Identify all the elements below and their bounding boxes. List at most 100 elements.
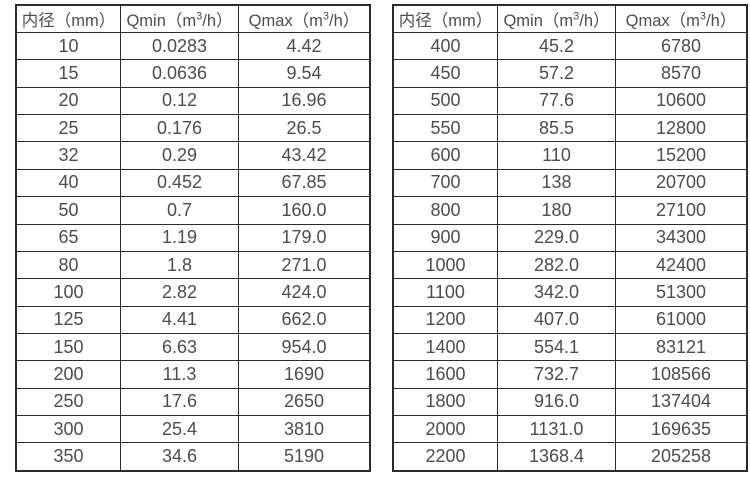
qmax-cell: 9.54 bbox=[238, 59, 371, 88]
qmax-cell: 61000 bbox=[615, 305, 748, 334]
table-row: 600 110 15200 bbox=[392, 141, 748, 170]
table-row: 1100 342.0 51300 bbox=[392, 278, 748, 307]
table-row: 1400 554.1 83121 bbox=[392, 332, 748, 362]
qmax-cell: 954.0 bbox=[238, 332, 371, 362]
table-row: 900 229.0 34300 bbox=[392, 223, 748, 252]
qmin-cell: 407.0 bbox=[497, 305, 616, 334]
qmin-cell: 1.8 bbox=[120, 250, 239, 280]
qmax-cell: 4.42 bbox=[238, 31, 371, 61]
qmax-cell: 179.0 bbox=[238, 223, 371, 252]
table-row: 250 17.6 2650 bbox=[15, 387, 371, 417]
table-row: 15 0.0636 9.54 bbox=[15, 59, 371, 88]
column-header: 内径（mm） bbox=[15, 4, 121, 33]
table-row: 2200 1368.4 205258 bbox=[392, 442, 748, 472]
table-row: 1000 282.0 42400 bbox=[392, 250, 748, 280]
diameter-cell: 1100 bbox=[392, 278, 498, 307]
column-header: Qmin（m3/h） bbox=[120, 4, 239, 33]
qmax-cell: 424.0 bbox=[238, 278, 371, 307]
qmin-cell: 0.0283 bbox=[120, 31, 239, 61]
table-row: 1600 732.7 108566 bbox=[392, 360, 748, 389]
diameter-cell: 20 bbox=[15, 86, 121, 116]
table-row: 125 4.41 662.0 bbox=[15, 305, 371, 334]
table-row: 25 0.176 26.5 bbox=[15, 114, 371, 143]
table-row: 40 0.452 67.85 bbox=[15, 168, 371, 198]
diameter-cell: 450 bbox=[392, 59, 498, 88]
diameter-cell: 25 bbox=[15, 114, 121, 143]
diameter-cell: 350 bbox=[15, 442, 121, 472]
qmin-cell: 554.1 bbox=[497, 332, 616, 362]
table-row: 100 2.82 424.0 bbox=[15, 278, 371, 307]
diameter-cell: 125 bbox=[15, 305, 121, 334]
qmin-cell: 34.6 bbox=[120, 442, 239, 472]
qmin-cell: 282.0 bbox=[497, 250, 616, 280]
qmin-cell: 2.82 bbox=[120, 278, 239, 307]
qmin-cell: 0.7 bbox=[120, 196, 239, 225]
qmin-cell: 4.41 bbox=[120, 305, 239, 334]
qmax-cell: 137404 bbox=[615, 387, 748, 417]
diameter-cell: 1800 bbox=[392, 387, 498, 417]
qmin-cell: 342.0 bbox=[497, 278, 616, 307]
qmax-cell: 1690 bbox=[238, 360, 371, 389]
qmin-cell: 110 bbox=[497, 141, 616, 170]
qmin-cell: 0.452 bbox=[120, 168, 239, 198]
diameter-cell: 2200 bbox=[392, 442, 498, 472]
table-row: 150 6.63 954.0 bbox=[15, 332, 371, 362]
table-row: 10 0.0283 4.42 bbox=[15, 31, 371, 61]
qmax-cell: 16.96 bbox=[238, 86, 371, 116]
diameter-cell: 2000 bbox=[392, 415, 498, 444]
header-row: 内径（mm） Qmin（m3/h） Qmax（m3/h） bbox=[392, 4, 748, 33]
qmax-cell: 5190 bbox=[238, 442, 371, 472]
diameter-cell: 15 bbox=[15, 59, 121, 88]
header-row: 内径（mm） Qmin（m3/h） Qmax（m3/h） bbox=[15, 4, 371, 33]
diameter-cell: 100 bbox=[15, 278, 121, 307]
qmin-cell: 916.0 bbox=[497, 387, 616, 417]
qmax-cell: 10600 bbox=[615, 86, 748, 116]
diameter-cell: 1600 bbox=[392, 360, 498, 389]
qmax-cell: 12800 bbox=[615, 114, 748, 143]
qmin-cell: 25.4 bbox=[120, 415, 239, 444]
qmax-cell: 27100 bbox=[615, 196, 748, 225]
qmax-cell: 3810 bbox=[238, 415, 371, 444]
qmax-cell: 51300 bbox=[615, 278, 748, 307]
diameter-cell: 1400 bbox=[392, 332, 498, 362]
table-row: 80 1.8 271.0 bbox=[15, 250, 371, 280]
diameter-cell: 80 bbox=[15, 250, 121, 280]
table-row: 32 0.29 43.42 bbox=[15, 141, 371, 170]
qmin-cell: 0.29 bbox=[120, 141, 239, 170]
qmax-cell: 42400 bbox=[615, 250, 748, 280]
diameter-cell: 400 bbox=[392, 31, 498, 61]
qmin-cell: 0.176 bbox=[120, 114, 239, 143]
flow-table-small-diameters: 内径（mm） Qmin（m3/h） Qmax（m3/h） 10 0.0283 4.42 15… bbox=[15, 4, 371, 472]
qmax-cell: 662.0 bbox=[238, 305, 371, 334]
diameter-cell: 900 bbox=[392, 223, 498, 252]
table-row: 300 25.4 3810 bbox=[15, 415, 371, 444]
qmax-cell: 26.5 bbox=[238, 114, 371, 143]
qmin-cell: 17.6 bbox=[120, 387, 239, 417]
column-header: 内径（mm） bbox=[392, 4, 498, 33]
qmax-cell: 205258 bbox=[615, 442, 748, 472]
qmin-cell: 138 bbox=[497, 168, 616, 198]
diameter-cell: 10 bbox=[15, 31, 121, 61]
diameter-cell: 150 bbox=[15, 332, 121, 362]
table-row: 400 45.2 6780 bbox=[392, 31, 748, 61]
diameter-cell: 200 bbox=[15, 360, 121, 389]
column-header: Qmin（m3/h） bbox=[497, 4, 616, 33]
diameter-cell: 65 bbox=[15, 223, 121, 252]
diameter-cell: 550 bbox=[392, 114, 498, 143]
qmin-cell: 57.2 bbox=[497, 59, 616, 88]
table-row: 1800 916.0 137404 bbox=[392, 387, 748, 417]
table-row: 550 85.5 12800 bbox=[392, 114, 748, 143]
qmin-cell: 0.12 bbox=[120, 86, 239, 116]
qmax-cell: 34300 bbox=[615, 223, 748, 252]
qmax-cell: 43.42 bbox=[238, 141, 371, 170]
qmax-cell: 15200 bbox=[615, 141, 748, 170]
qmin-cell: 0.0636 bbox=[120, 59, 239, 88]
table-row: 50 0.7 160.0 bbox=[15, 196, 371, 225]
flow-table-large-diameters: 内径（mm） Qmin（m3/h） Qmax（m3/h） 400 45.2 6780 450… bbox=[392, 4, 748, 472]
diameter-cell: 800 bbox=[392, 196, 498, 225]
qmax-cell: 20700 bbox=[615, 168, 748, 198]
diameter-cell: 32 bbox=[15, 141, 121, 170]
diameter-cell: 600 bbox=[392, 141, 498, 170]
qmax-cell: 83121 bbox=[615, 332, 748, 362]
qmax-cell: 271.0 bbox=[238, 250, 371, 280]
